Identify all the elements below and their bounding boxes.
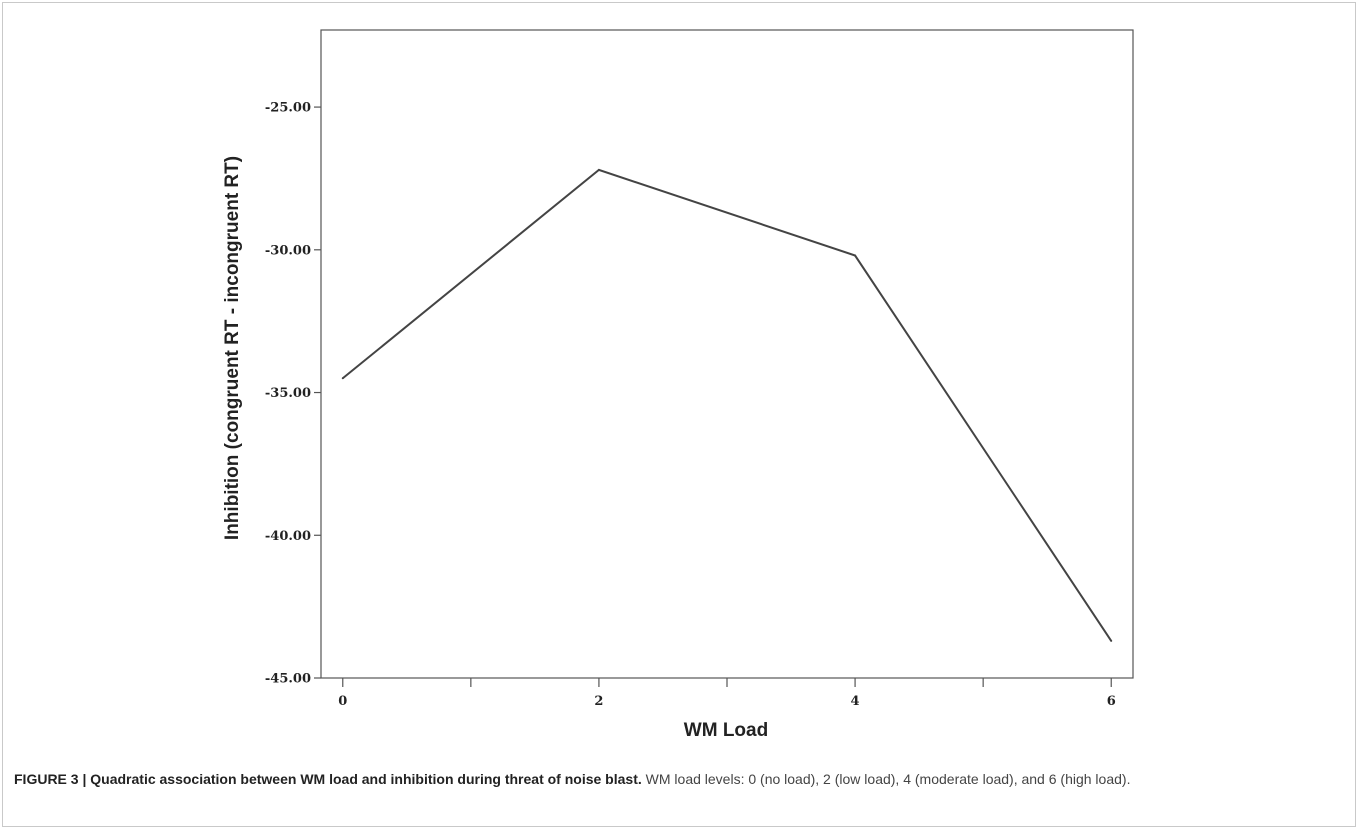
x-tick-label: 2: [594, 694, 603, 709]
data-point: [854, 254, 857, 257]
x-tick-label: 4: [851, 694, 860, 709]
line-chart: -45.00 -40.00 -35.00 -30.00 -25.00 0 2 4 6 WM L…: [222, 29, 1134, 741]
figure-caption: FIGURE 3 | Quadratic association between…: [14, 770, 1344, 789]
y-tick-label: -30.00: [265, 243, 311, 258]
y-tick-label: -35.00: [265, 386, 311, 401]
x-tick-label: 0: [338, 694, 347, 709]
y-axis: -45.00 -40.00 -35.00 -30.00 -25.00: [265, 101, 321, 687]
plot-border: [320, 29, 1134, 679]
x-tick-label: 6: [1107, 694, 1116, 709]
caption-title: FIGURE 3 | Quadratic association between…: [14, 771, 642, 787]
y-tick-label: -25.00: [265, 101, 311, 116]
data-point: [597, 168, 600, 171]
series-group: [341, 168, 1113, 642]
x-axis: 0 2 4 6: [338, 678, 1116, 709]
caption-text: WM load levels: 0 (no load), 2 (low load…: [641, 771, 1131, 787]
x-axis-title: WM Load: [684, 720, 768, 741]
y-axis-title: Inhibition (congruent RT - incongruent R…: [222, 156, 243, 540]
y-tick-label: -40.00: [265, 529, 311, 544]
data-point: [1110, 639, 1113, 642]
data-point: [341, 377, 344, 380]
y-tick-label: -45.00: [265, 672, 311, 687]
series-line: [342, 168, 1113, 642]
plot-area: [320, 29, 1134, 679]
